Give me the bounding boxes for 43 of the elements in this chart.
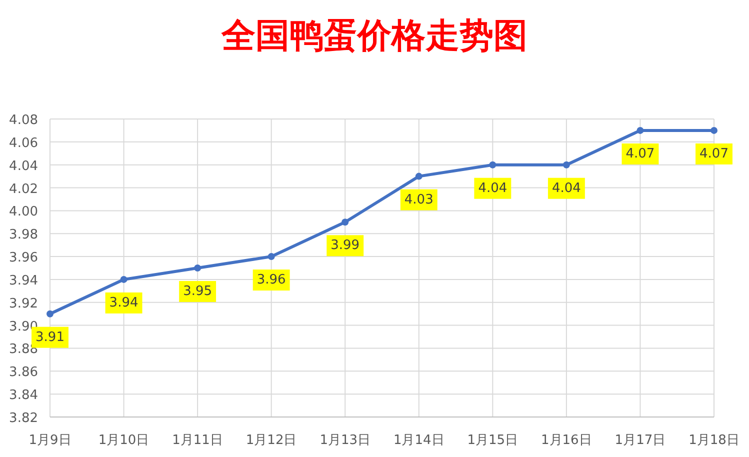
x-tick-label: 1月18日: [688, 433, 740, 448]
data-label: 4.07: [700, 146, 728, 162]
y-tick-label: 3.94: [9, 273, 38, 288]
data-label: 4.07: [626, 146, 655, 162]
data-label: 3.99: [330, 238, 360, 254]
point: [489, 161, 496, 168]
point: [342, 218, 349, 226]
point: [46, 310, 54, 318]
x-tick-label: 1月17日: [614, 433, 666, 448]
x-tick-label: 1月9日: [28, 433, 72, 448]
y-tick-label: 3.84: [9, 388, 38, 404]
data-label: 3.95: [183, 284, 212, 299]
point: [415, 172, 422, 180]
y-tick-label: 3.96: [9, 250, 38, 266]
x-tick-label: 1月12日: [246, 433, 297, 448]
y-tick-label: 4.06: [9, 136, 38, 151]
x-tick-label: 1月14日: [393, 433, 444, 448]
y-tick-label: 4.04: [9, 158, 38, 174]
y-tick-label: 3.98: [9, 228, 38, 243]
data-label: 4.04: [552, 180, 581, 196]
y-tick-label: 3.92: [9, 296, 38, 312]
data-label: 3.94: [109, 295, 138, 310]
point: [120, 276, 128, 283]
chart-title: 全国鸭蛋价格走势图: [220, 16, 528, 56]
y-tick-label: 3.82: [9, 411, 38, 426]
x-tick-label: 1月11日: [172, 433, 223, 448]
point: [636, 126, 644, 134]
data-label: 4.04: [478, 180, 508, 196]
y-tick-label: 4.00: [9, 204, 38, 220]
x-tick-label: 1月15日: [467, 433, 518, 448]
x-tick-label: 1月13日: [320, 433, 371, 448]
point: [194, 264, 202, 272]
x-tick-label: 1月16日: [541, 433, 592, 448]
y-tick-label: 4.08: [9, 113, 38, 128]
point: [562, 161, 570, 168]
point: [268, 253, 275, 260]
point: [710, 126, 718, 134]
y-tick-label: 4.02: [9, 182, 38, 197]
data-label: 4.03: [404, 192, 434, 208]
data-label: 3.96: [256, 272, 286, 288]
data-label: 3.91: [36, 330, 64, 345]
y-tick-label: 3.86: [9, 365, 38, 380]
x-tick-label: 1月10日: [98, 433, 150, 448]
